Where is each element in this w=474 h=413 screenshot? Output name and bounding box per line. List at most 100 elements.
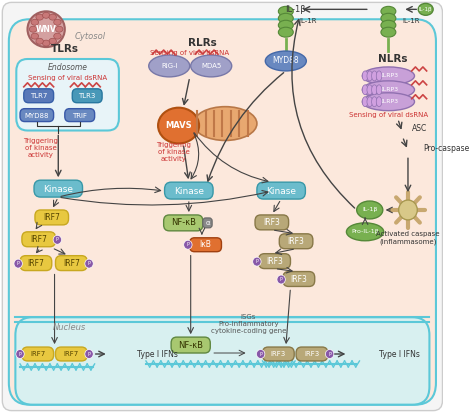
Ellipse shape [42,40,50,46]
Ellipse shape [158,108,199,143]
Text: NF-κB: NF-κB [171,218,196,228]
Text: MAVS: MAVS [165,121,192,130]
Ellipse shape [418,3,433,15]
FancyBboxPatch shape [164,182,213,199]
Ellipse shape [256,349,265,358]
Ellipse shape [381,20,396,30]
Text: NLRP3: NLRP3 [378,99,399,104]
Ellipse shape [184,240,192,249]
Text: Pro-caspase: Pro-caspase [423,144,469,153]
Text: TLR3: TLR3 [79,93,96,99]
FancyBboxPatch shape [22,347,54,361]
Text: Pro-IL-1β: Pro-IL-1β [351,229,379,234]
Text: ISGs
Pro-inflammatory
cytokine-coding gene: ISGs Pro-inflammatory cytokine-coding ge… [211,314,286,334]
Text: IRF3: IRF3 [271,351,286,357]
Ellipse shape [16,349,24,358]
Text: IRF3: IRF3 [304,351,319,357]
Text: NLRP3: NLRP3 [378,74,399,78]
FancyBboxPatch shape [2,2,442,411]
Ellipse shape [372,97,377,107]
Ellipse shape [149,55,190,77]
Text: IRF7: IRF7 [30,351,46,357]
Text: IL-1β: IL-1β [419,7,432,12]
Ellipse shape [326,349,334,358]
Ellipse shape [36,14,43,20]
Text: P: P [17,261,19,266]
Ellipse shape [278,20,293,30]
Text: MYD88: MYD88 [25,113,49,119]
Ellipse shape [357,201,383,219]
Text: WNV: WNV [36,25,56,34]
Text: P: P [259,351,262,356]
Text: P: P [328,351,331,356]
FancyBboxPatch shape [34,180,82,197]
FancyBboxPatch shape [24,89,54,103]
Text: IRF3: IRF3 [266,257,283,266]
Ellipse shape [191,55,232,77]
FancyBboxPatch shape [55,347,87,361]
Ellipse shape [36,38,43,44]
Text: NLRs: NLRs [378,54,408,64]
Text: IRF3: IRF3 [288,237,304,246]
Text: Cytosol: Cytosol [74,32,106,40]
Ellipse shape [362,97,368,107]
Text: Type I IFNs: Type I IFNs [137,349,177,358]
Text: IRF7: IRF7 [63,259,80,268]
Ellipse shape [362,71,368,81]
Ellipse shape [362,93,414,111]
Text: MDA5: MDA5 [201,63,221,69]
FancyBboxPatch shape [16,59,119,131]
Text: IRF7: IRF7 [64,351,79,357]
Ellipse shape [54,33,61,39]
Text: Kinase: Kinase [174,187,204,196]
Text: IRF3: IRF3 [291,275,307,284]
Ellipse shape [14,259,22,268]
Text: IκB: IκB [200,240,211,249]
Text: TRIF: TRIF [72,113,87,119]
Ellipse shape [362,81,414,99]
FancyBboxPatch shape [72,89,102,103]
Ellipse shape [27,11,65,47]
Text: P: P [88,351,91,356]
Ellipse shape [376,71,382,81]
FancyBboxPatch shape [255,215,289,230]
Text: RLRs: RLRs [188,38,216,48]
Ellipse shape [278,27,293,37]
FancyBboxPatch shape [171,337,210,353]
FancyBboxPatch shape [35,210,69,225]
Text: NF-κB: NF-κB [178,341,203,349]
FancyBboxPatch shape [259,254,291,268]
FancyBboxPatch shape [20,256,52,271]
Ellipse shape [193,107,257,140]
Text: TLRs: TLRs [51,44,79,54]
Text: Kinase: Kinase [266,187,296,196]
Ellipse shape [362,67,414,85]
Text: Kinase: Kinase [43,185,73,194]
Text: Activated caspase
(inflammasome): Activated caspase (inflammasome) [376,231,440,244]
Text: ASC: ASC [412,124,427,133]
Text: IRF7: IRF7 [27,259,45,268]
FancyBboxPatch shape [279,234,313,249]
FancyBboxPatch shape [203,218,212,228]
FancyBboxPatch shape [296,347,328,361]
Ellipse shape [372,85,377,95]
Ellipse shape [85,349,93,358]
Text: IL-1R: IL-1R [300,18,317,24]
Text: P: P [255,259,258,264]
Text: Sensing of viral dsRNA: Sensing of viral dsRNA [349,112,428,118]
Text: RIG-I: RIG-I [161,63,178,69]
Text: Type I IFNs: Type I IFNs [379,349,420,358]
Ellipse shape [376,85,382,95]
Text: TLR7: TLR7 [30,93,47,99]
Ellipse shape [253,257,261,266]
Ellipse shape [367,97,373,107]
FancyBboxPatch shape [22,232,55,247]
Ellipse shape [85,259,93,268]
FancyBboxPatch shape [20,109,54,121]
Ellipse shape [265,51,306,71]
Text: Triggering
of kinase
activity: Triggering of kinase activity [23,138,58,159]
FancyBboxPatch shape [257,182,305,199]
FancyBboxPatch shape [65,109,95,121]
Ellipse shape [31,19,38,25]
Ellipse shape [376,97,382,107]
